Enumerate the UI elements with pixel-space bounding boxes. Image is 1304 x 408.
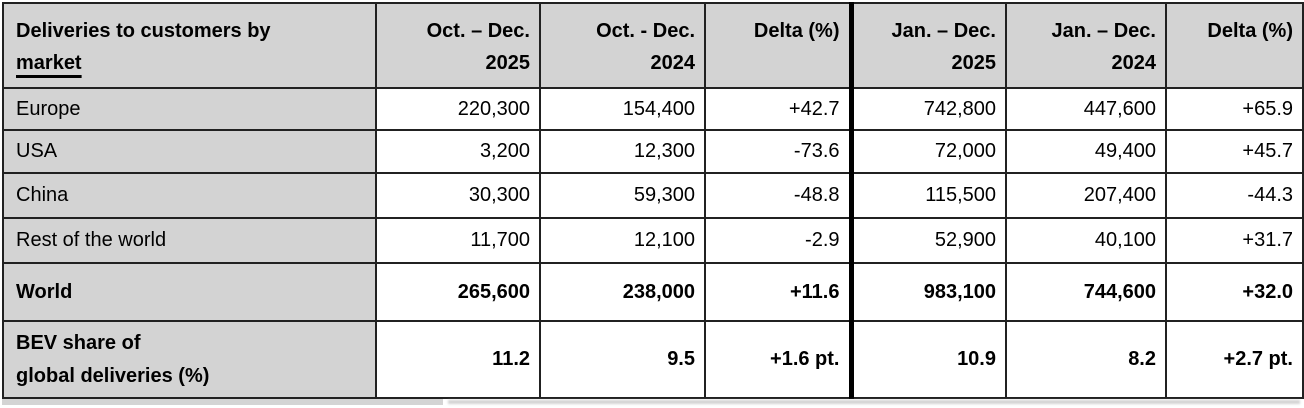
cell-usa-q4-delta: -73.6 [704, 129, 852, 174]
cell-world-fy-2024: 744,600 [1005, 262, 1167, 322]
cell-europe-q4-2025: 220,300 [375, 87, 541, 131]
row-label-china: China [2, 172, 377, 219]
cell-china-fy-delta: -44.3 [1165, 172, 1304, 219]
cell-world-fy-delta: +32.0 [1165, 262, 1304, 322]
col-header-fy-2025: Jan. – Dec. 2025 [848, 2, 1007, 89]
cell-row-q4-2024: 12,100 [539, 217, 706, 264]
row-china: China 30,300 59,300 -48.8 115,500 207,40… [2, 172, 1304, 219]
row-europe: Europe 220,300 154,400 +42.7 742,800 447… [2, 87, 1304, 131]
cell-china-fy-2024: 207,400 [1005, 172, 1167, 219]
row-label-usa: USA [2, 129, 377, 174]
header-row: Deliveries to customers by market Oct. –… [2, 2, 1304, 89]
cell-usa-fy-2024: 49,400 [1005, 129, 1167, 174]
col-header-fy-delta: Delta (%) [1165, 2, 1304, 89]
cell-world-q4-2024: 238,000 [539, 262, 706, 322]
cell-usa-fy-2025: 72,000 [848, 129, 1007, 174]
col-header-fy-2024: Jan. – Dec. 2024 [1005, 2, 1167, 89]
cell-bev-fy-delta: +2.7 pt. [1165, 320, 1304, 399]
cell-world-q4-2025: 265,600 [375, 262, 541, 322]
cell-china-fy-2025: 115,500 [848, 172, 1007, 219]
cell-europe-fy-2025: 742,800 [848, 87, 1007, 131]
row-label-bev-share: BEV share of global deliveries (%) [2, 320, 377, 399]
cell-usa-q4-2024: 12,300 [539, 129, 706, 174]
table-title-line2: market [16, 52, 82, 74]
cell-bev-q4-delta: +1.6 pt. [704, 320, 852, 399]
cell-europe-fy-2024: 447,600 [1005, 87, 1167, 131]
cell-china-q4-delta: -48.8 [704, 172, 852, 219]
row-rest-of-world: Rest of the world 11,700 12,100 -2.9 52,… [2, 217, 1304, 264]
cell-europe-q4-delta: +42.7 [704, 87, 852, 131]
cell-world-q4-delta: +11.6 [704, 262, 852, 322]
col-header-q4-2025: Oct. – Dec. 2025 [375, 2, 541, 89]
cell-bev-q4-2025: 11.2 [375, 320, 541, 399]
cell-europe-q4-2024: 154,400 [539, 87, 706, 131]
cell-bev-fy-2024: 8.2 [1005, 320, 1167, 399]
row-bev-share: BEV share of global deliveries (%) 11.2 … [2, 320, 1304, 399]
row-label-rest-of-world: Rest of the world [2, 217, 377, 264]
label-column-bottom-tail [2, 399, 443, 405]
cell-row-q4-delta: -2.9 [704, 217, 852, 264]
row-usa: USA 3,200 12,300 -73.6 72,000 49,400 +45… [2, 129, 1304, 174]
row-label-world: World [2, 262, 377, 322]
table-title-cell: Deliveries to customers by market [2, 2, 377, 89]
cell-row-q4-2025: 11,700 [375, 217, 541, 264]
col-header-q4-delta: Delta (%) [704, 2, 852, 89]
cell-bev-q4-2024: 9.5 [539, 320, 706, 399]
row-world: World 265,600 238,000 +11.6 983,100 744,… [2, 262, 1304, 322]
table-title-line1: Deliveries to customers by [16, 20, 271, 42]
cell-china-q4-2024: 59,300 [539, 172, 706, 219]
cell-usa-q4-2025: 3,200 [375, 129, 541, 174]
cell-world-fy-2025: 983,100 [848, 262, 1007, 322]
table-bottom-shadow [448, 400, 1300, 404]
cell-row-fy-2024: 40,100 [1005, 217, 1167, 264]
cell-china-q4-2025: 30,300 [375, 172, 541, 219]
cell-europe-fy-delta: +65.9 [1165, 87, 1304, 131]
col-header-q4-2024: Oct. - Dec. 2024 [539, 2, 706, 89]
deliveries-table: Deliveries to customers by market Oct. –… [2, 2, 1304, 399]
cell-usa-fy-delta: +45.7 [1165, 129, 1304, 174]
row-label-europe: Europe [2, 87, 377, 131]
cell-row-fy-2025: 52,900 [848, 217, 1007, 264]
cell-bev-fy-2025: 10.9 [848, 320, 1007, 399]
cell-row-fy-delta: +31.7 [1165, 217, 1304, 264]
